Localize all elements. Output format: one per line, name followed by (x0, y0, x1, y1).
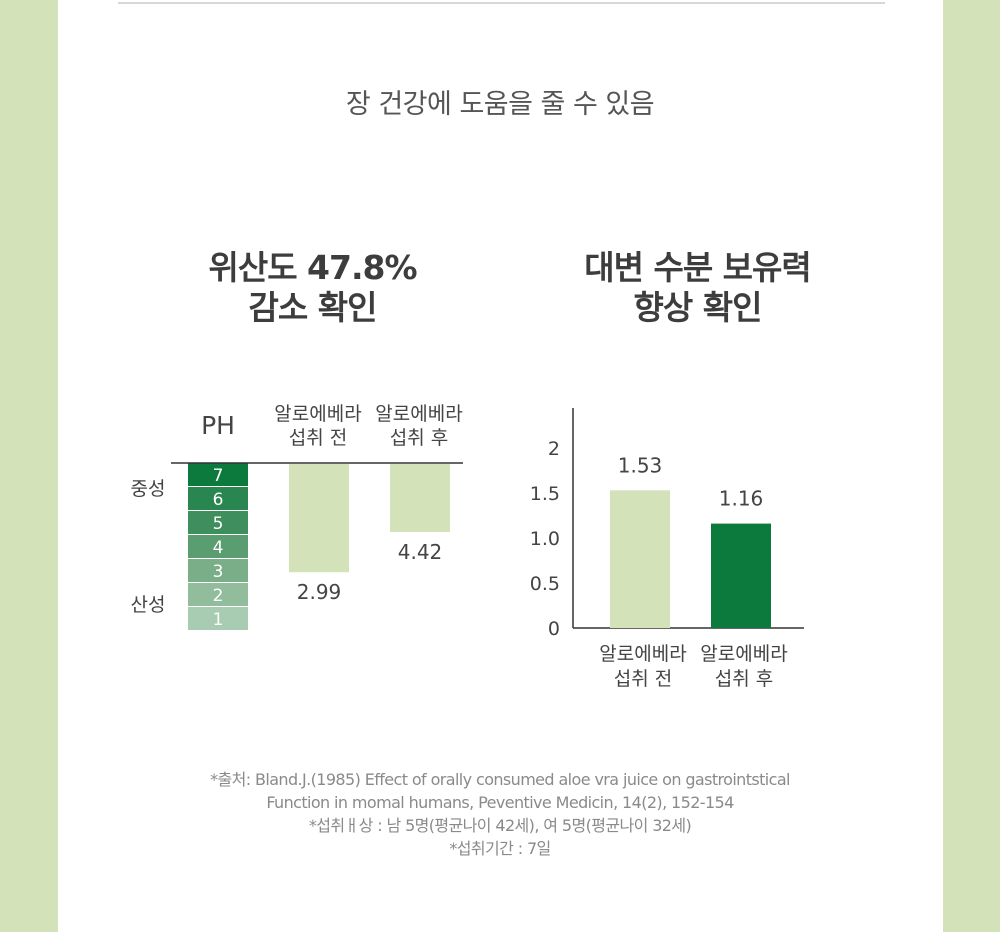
source-line-1: *출처: Bland.J.(1985) Effect of orally con… (210, 770, 790, 789)
y-tick-label: 0.5 (530, 573, 560, 595)
ph-scale-cell (188, 583, 248, 606)
ph-bar (289, 464, 349, 573)
ph-scale-tick-label: 4 (213, 538, 224, 558)
top-divider (118, 2, 885, 4)
source-line-4: *섭취기간 : 7일 (449, 839, 551, 858)
ph-scale-cell (188, 535, 248, 558)
ph-category-label-line2: 섭취 후 (390, 427, 448, 449)
moisture-category-label-line1: 알로에베라 (599, 643, 686, 665)
ph-scale-tick-label: 6 (213, 490, 224, 510)
stool-block-title: 대변 수분 보유력 향상 확인 (545, 248, 850, 328)
y-tick-label: 1.0 (530, 528, 560, 550)
ph-scale-cell (188, 463, 248, 486)
ph-scale-cell (188, 607, 248, 630)
ph-bar (390, 464, 450, 532)
neutral-label: 중성 (131, 478, 166, 500)
ph-scale-cell (188, 487, 248, 510)
y-tick-label: 2 (548, 438, 560, 460)
ph-scale-tick-label: 3 (213, 562, 224, 582)
ph-category-label-line1: 알로에베라 (375, 403, 462, 425)
moisture-category-label-line2: 섭취 후 (715, 668, 773, 690)
acidic-label: 산성 (131, 594, 166, 616)
y-tick-label: 0 (548, 618, 560, 640)
moisture-category-label-line2: 섭취 전 (614, 668, 672, 690)
stool-title-line1: 대변 수분 보유력 (584, 248, 812, 287)
moisture-bar-value-label: 1.53 (618, 453, 663, 477)
source-line-3: *섭취ㅐ상 : 남 5명(평균나이 42세), 여 5명(평균나이 32세) (308, 816, 692, 835)
moisture-bar-value-label: 1.16 (719, 487, 764, 511)
y-tick-label: 1.5 (530, 483, 560, 505)
ph-title-line1: 위산도 47.8% (208, 248, 417, 287)
ph-column-label: PH (201, 411, 235, 440)
ph-scale-cell (188, 559, 248, 582)
source-line-2: Function in momal humans, Peventive Medi… (266, 793, 734, 812)
ph-scale-tick-label: 2 (213, 586, 224, 606)
ph-scale-tick-label: 7 (213, 466, 224, 486)
moisture-bar (610, 490, 670, 628)
ph-block-title: 위산도 47.8% 감소 확인 (160, 248, 465, 328)
stool-title-line2: 향상 확인 (633, 288, 763, 327)
source-note: *출처: Bland.J.(1985) Effect of orally con… (0, 768, 1000, 860)
moisture-category-label-line1: 알로에베라 (700, 643, 787, 665)
ph-scale-tick-label: 5 (213, 514, 224, 534)
ph-title-line2: 감소 확인 (248, 288, 378, 327)
ph-category-label-line2: 섭취 전 (289, 427, 347, 449)
ph-bar-value-label: 2.99 (297, 580, 342, 604)
ph-bar-value-label: 4.42 (398, 540, 443, 564)
ph-category-label-line1: 알로에베라 (274, 403, 361, 425)
ph-scale-tick-label: 1 (213, 610, 224, 630)
moisture-bar (711, 523, 771, 628)
section-headline: 장 건강에 도움을 줄 수 있음 (345, 89, 655, 120)
ph-scale-cell (188, 511, 248, 534)
